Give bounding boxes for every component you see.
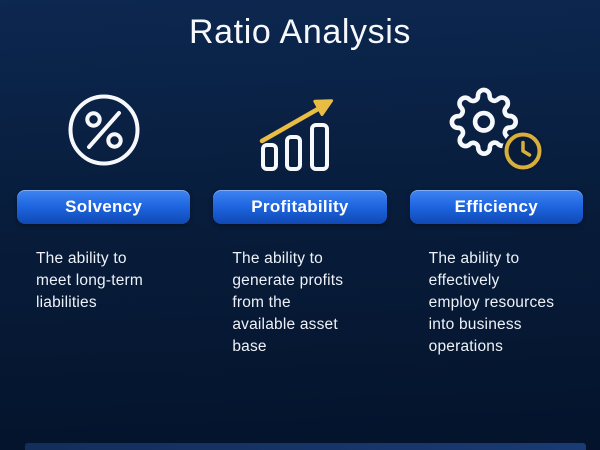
percent-icon bbox=[68, 94, 140, 166]
bottom-accent-bar bbox=[25, 443, 586, 450]
profitability-button-label: Profitability bbox=[251, 197, 349, 216]
clock-icon bbox=[502, 130, 545, 172]
efficiency-button[interactable]: Efficiency bbox=[409, 190, 583, 224]
solvency-button[interactable]: Solvency bbox=[17, 190, 191, 224]
solvency-button-label: Solvency bbox=[65, 197, 143, 216]
bar-chart-icon bbox=[259, 99, 334, 171]
efficiency-button-label: Efficiency bbox=[454, 197, 538, 216]
gear-icon bbox=[449, 87, 545, 172]
column-profitability: Profitability The ability to generate pr… bbox=[213, 78, 387, 358]
columns-row: Solvency The ability to meet long-term l… bbox=[0, 78, 600, 358]
column-efficiency: Efficiency The ability to effectively em… bbox=[409, 78, 583, 358]
growth-bar-chart-icon bbox=[213, 78, 386, 182]
slide-title: Ratio Analysis bbox=[189, 13, 411, 51]
arrow-up-icon bbox=[259, 99, 334, 144]
profitability-button[interactable]: Profitability bbox=[213, 190, 387, 224]
solvency-description: The ability to meet long-term liabilitie… bbox=[36, 250, 144, 311]
profitability-description: The ability to generate profits from the… bbox=[232, 250, 344, 355]
column-solvency: Solvency The ability to meet long-term l… bbox=[17, 78, 191, 358]
efficiency-description: The ability to effectively employ resour… bbox=[428, 250, 555, 355]
percent-circle-icon bbox=[17, 78, 190, 182]
gear-clock-icon bbox=[410, 78, 583, 182]
